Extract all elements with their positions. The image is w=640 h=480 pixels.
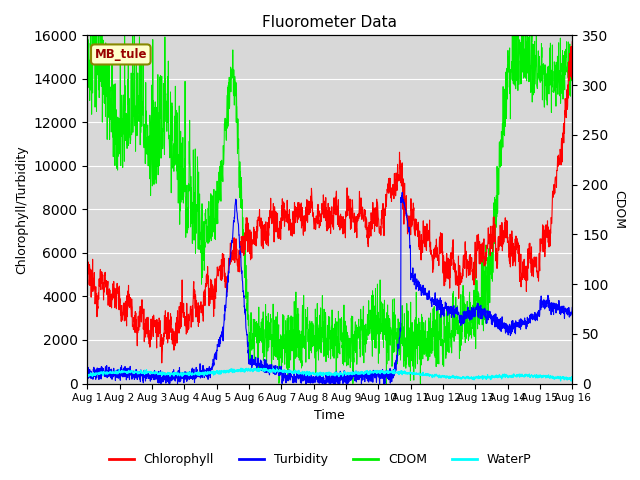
Legend: Chlorophyll, Turbidity, CDOM, WaterP: Chlorophyll, Turbidity, CDOM, WaterP xyxy=(104,448,536,471)
X-axis label: Time: Time xyxy=(314,409,345,422)
Title: Fluorometer Data: Fluorometer Data xyxy=(262,15,397,30)
Text: MB_tule: MB_tule xyxy=(95,48,147,61)
Y-axis label: CDOM: CDOM xyxy=(612,190,625,229)
Y-axis label: Chlorophyll/Turbidity: Chlorophyll/Turbidity xyxy=(15,145,28,274)
